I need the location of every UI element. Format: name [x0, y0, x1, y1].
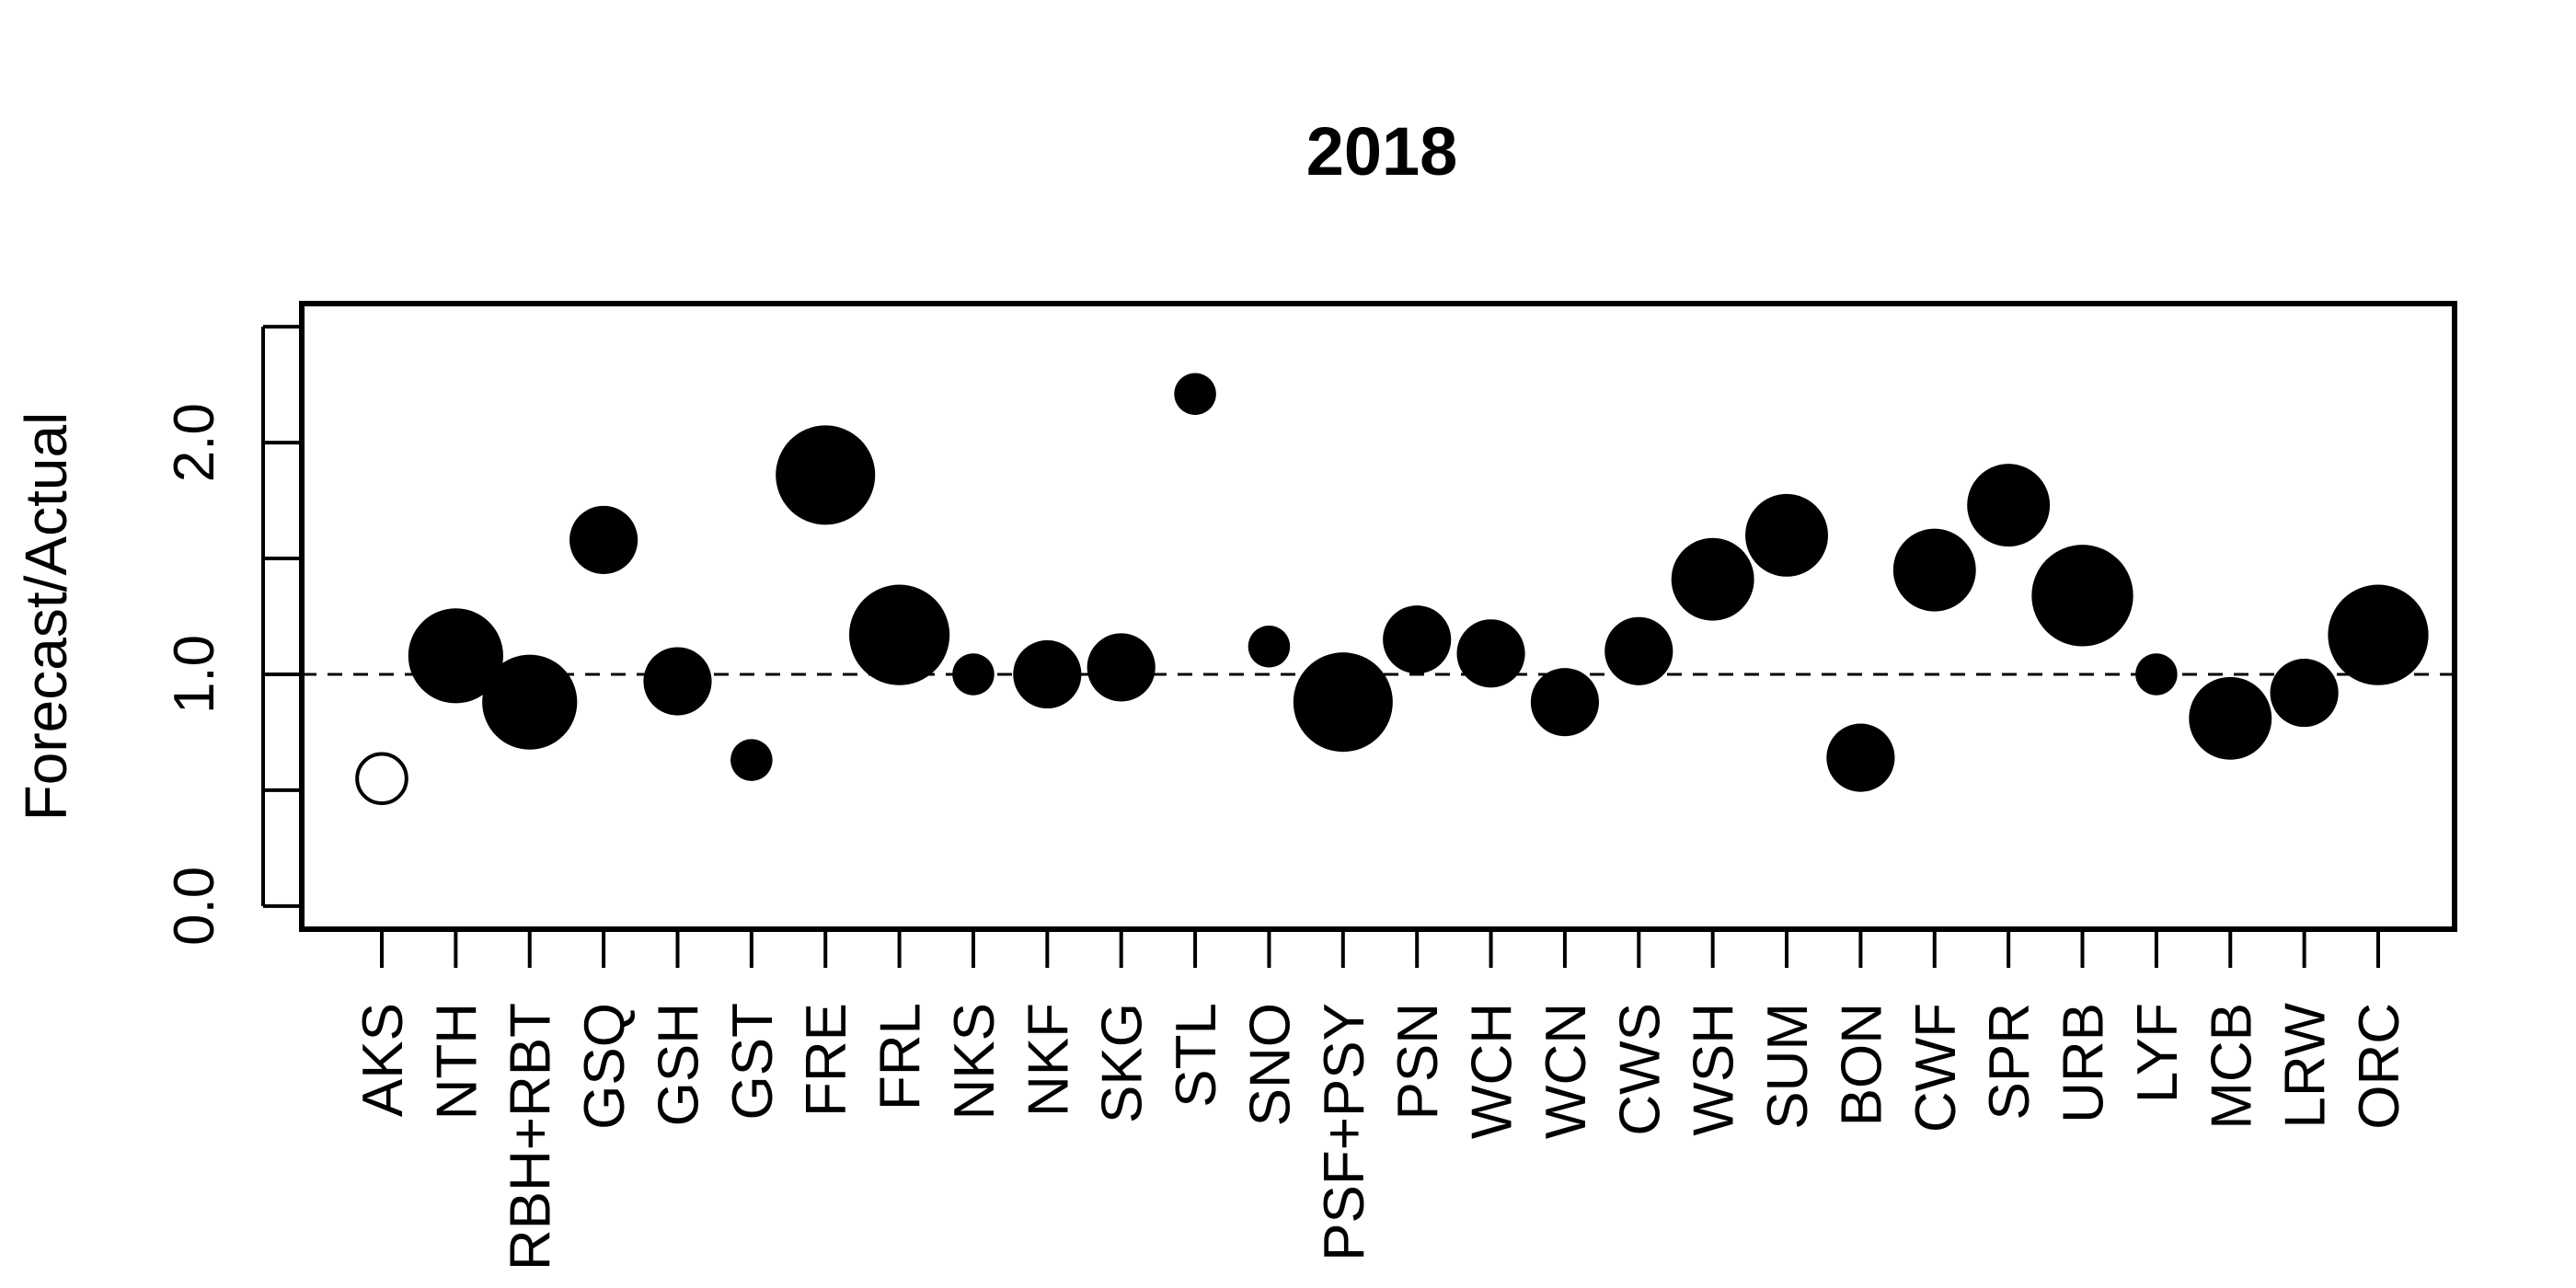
x-tick-label: URB: [2053, 1003, 2116, 1123]
x-tick-label: AKS: [351, 1003, 415, 1117]
x-tick-label: PSF+PSY: [1313, 1003, 1376, 1261]
data-point-gst: [730, 739, 773, 781]
x-tick-label: WSH: [1683, 1003, 1746, 1136]
x-tick-label: SPR: [1978, 1003, 2041, 1120]
data-point-stl: [1174, 373, 1216, 415]
x-tick-label: PSN: [1386, 1003, 1450, 1120]
x-tick-label: RBH+RBT: [500, 1003, 563, 1271]
data-point-gsh: [643, 647, 712, 716]
y-tick-label: 2.0: [163, 403, 226, 482]
data-point-rbh-rbt: [482, 654, 578, 750]
data-point-sno: [1248, 625, 1291, 668]
data-point-skg: [1087, 633, 1156, 702]
data-point-urb: [2031, 545, 2133, 647]
data-point-nkf: [1013, 639, 1082, 709]
data-point-cws: [1604, 616, 1673, 685]
data-point-orc: [2328, 584, 2429, 685]
x-tick-label: NTH: [425, 1003, 489, 1120]
data-point-gsq: [569, 505, 638, 574]
x-tick-label: LYF: [2126, 1003, 2190, 1103]
data-point-aks: [355, 752, 408, 806]
x-tick-label: STL: [1165, 1003, 1228, 1108]
data-point-lyf: [2135, 653, 2178, 696]
data-point-wsh: [1671, 537, 1754, 621]
x-tick-label: FRL: [869, 1003, 933, 1110]
x-tick-label: SKG: [1091, 1003, 1155, 1123]
y-tick-label: 0.0: [163, 867, 226, 946]
x-tick-label: WCH: [1461, 1003, 1524, 1139]
x-tick-label: CWS: [1608, 1003, 1672, 1136]
x-tick-label: SNO: [1238, 1003, 1302, 1126]
data-point-lrw: [2270, 659, 2339, 728]
data-point-spr: [1967, 464, 2051, 547]
x-tick-label: BON: [1830, 1003, 1893, 1126]
x-tick-label: WCN: [1535, 1003, 1598, 1139]
x-tick-label: FRE: [795, 1003, 858, 1117]
plot-frame: [299, 301, 2457, 932]
y-tick-label: 1.0: [163, 635, 226, 714]
data-point-cwf: [1892, 528, 1976, 612]
data-point-frl: [848, 584, 950, 685]
data-point-wcn: [1530, 668, 1599, 737]
plot-area: 0.0 1.0 2.0 AKS NTH RBH+RBT GSQ GSH GST FRE FRL NKS…: [163, 301, 2457, 1271]
x-tick-label: GST: [721, 1003, 785, 1120]
data-point-wch: [1456, 619, 1525, 688]
x-tick-label: NKS: [943, 1003, 1006, 1120]
x-tick-label: ORC: [2348, 1003, 2411, 1130]
x-tick-label: GSH: [647, 1003, 710, 1126]
x-tick-label: CWF: [1904, 1003, 1968, 1133]
x-tick-label: MCB: [2200, 1003, 2263, 1130]
data-point-fre: [776, 425, 876, 525]
x-tick-label: NKF: [1017, 1003, 1080, 1117]
x-tick-label: GSQ: [573, 1003, 637, 1130]
chart-title: 2018: [1306, 113, 1458, 190]
data-point-bon: [1826, 723, 1895, 792]
x-tick-label: SUM: [1756, 1003, 1820, 1130]
data-point-nks: [952, 653, 995, 696]
data-point-mcb: [2189, 676, 2272, 760]
x-tick-label: LRW: [2274, 1003, 2338, 1129]
data-point-nth: [408, 608, 503, 704]
data-point-psn: [1383, 605, 1452, 674]
y-axis-label: Forecast/Actual: [13, 412, 79, 822]
data-point-psf-psy: [1293, 652, 1393, 753]
data-point-sum: [1745, 493, 1828, 577]
